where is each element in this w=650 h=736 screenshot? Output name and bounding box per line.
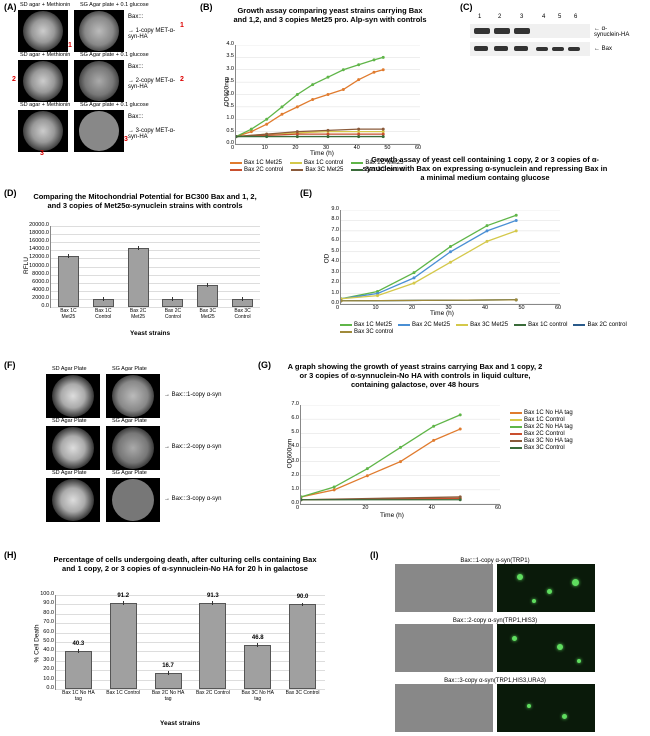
- panel-label-d: (D): [4, 188, 17, 198]
- arrow-label: → Bax:::1-copy α-syn: [164, 392, 222, 398]
- ylabel-g: OD600nm: [286, 439, 293, 469]
- chart-e: 0.01.02.03.04.05.06.07.08.09.00102030405…: [340, 210, 560, 305]
- plate-title: SG Agar Plate: [112, 418, 147, 424]
- chart-h: 0.010.020.030.040.050.060.070.080.090.01…: [55, 595, 325, 690]
- arrow-label: → Bax:::2-copy α-syn: [164, 444, 222, 450]
- plate-title: SG Agar plate + 0.1 glucose: [80, 102, 149, 108]
- plate-title: SG Agar plate + 0.1 glucose: [80, 52, 149, 58]
- xlabel-b: Time (h): [310, 150, 334, 157]
- panel-label-c: (C): [460, 2, 473, 12]
- panel-i-images: Bax:::1-copy α-syn(TRP1) Bax:::2-copy α-…: [395, 558, 595, 734]
- chart-title-d: Comparing the Mitochondrial Potential fo…: [30, 192, 260, 210]
- chart-title-h: Percentage of cells undergoing death, af…: [50, 555, 320, 573]
- ylabel-d: RFLU: [23, 257, 30, 274]
- plate-title: SD Agar Plate: [52, 366, 87, 372]
- panel-label-g: (G): [258, 360, 271, 370]
- arrow-label: Bax:::: [128, 64, 143, 70]
- plate-title: SG Agar plate + 0.1 glucose: [80, 2, 149, 8]
- panel-label-b: (B): [200, 2, 213, 12]
- chart-title-g: A graph showing the growth of yeast stra…: [285, 362, 545, 389]
- xlabel-e: Time (h): [430, 310, 454, 317]
- arrow-label: → 1-copy MET-α-syn-HA: [128, 28, 182, 40]
- panel-label-f: (F): [4, 360, 16, 370]
- panel-label-i: (I): [370, 550, 379, 560]
- panel-a-plates: SD agar + Methionin SG Agar plate + 0.1 …: [12, 4, 182, 154]
- arrow-label: → 3-copy MET-α-syn-HA: [128, 128, 182, 140]
- plate-title: SD agar + Methionin: [20, 2, 70, 8]
- plate-title: SD agar + Methionin: [20, 52, 70, 58]
- ylabel-e: OD: [323, 254, 330, 264]
- chart-g: 0.01.02.03.04.05.06.07.00204060: [300, 405, 500, 505]
- panel-label-e: (E): [300, 188, 312, 198]
- legend-e: Bax 1C Met25Bax 2C Met25Bax 3C Met25Bax …: [340, 322, 640, 336]
- western-blot: 1 2 3 4 5 6 ← α-synuclein-HA ← Bax: [470, 14, 630, 56]
- chart-title-e: Growth assay of yeast cell containing 1 …: [360, 155, 610, 182]
- arrow-label: Bax:::: [128, 14, 143, 20]
- plate-title: SG Agar Plate: [112, 470, 147, 476]
- panel-f-plates: SD Agar Plate SG Agar Plate → Bax:::1-co…: [40, 368, 240, 524]
- chart-b: 0.00.51.01.52.02.53.03.54.00102030405060: [235, 45, 420, 145]
- arrow-label: → 2-copy MET-α-syn-HA: [128, 78, 182, 90]
- ylabel-b: OD600nm: [223, 77, 230, 107]
- xlabel-d: Yeast strains: [130, 330, 170, 337]
- plate-title: SD Agar Plate: [52, 470, 87, 476]
- chart-title-b: Growth assay comparing yeast strains car…: [230, 6, 430, 24]
- xlabel-h: Yeast strains: [160, 720, 200, 727]
- chart-d: 0.02000.04000.06000.08000.010000.012000.…: [50, 226, 260, 308]
- plate-title: SD Agar Plate: [52, 418, 87, 424]
- ylabel-h: % Cell Death: [33, 625, 40, 663]
- plate-title: SG Agar Plate: [112, 366, 147, 372]
- xlabel-g: Time (h): [380, 512, 404, 519]
- arrow-label: Bax:::: [128, 114, 143, 120]
- plate-title: SD agar + Methionin: [20, 102, 70, 108]
- arrow-label: → Bax:::3-copy α-syn: [164, 496, 222, 502]
- panel-label-h: (H): [4, 550, 17, 560]
- legend-g: Bax 1C No HA tagBax 1C ControlBax 2C No …: [510, 410, 630, 452]
